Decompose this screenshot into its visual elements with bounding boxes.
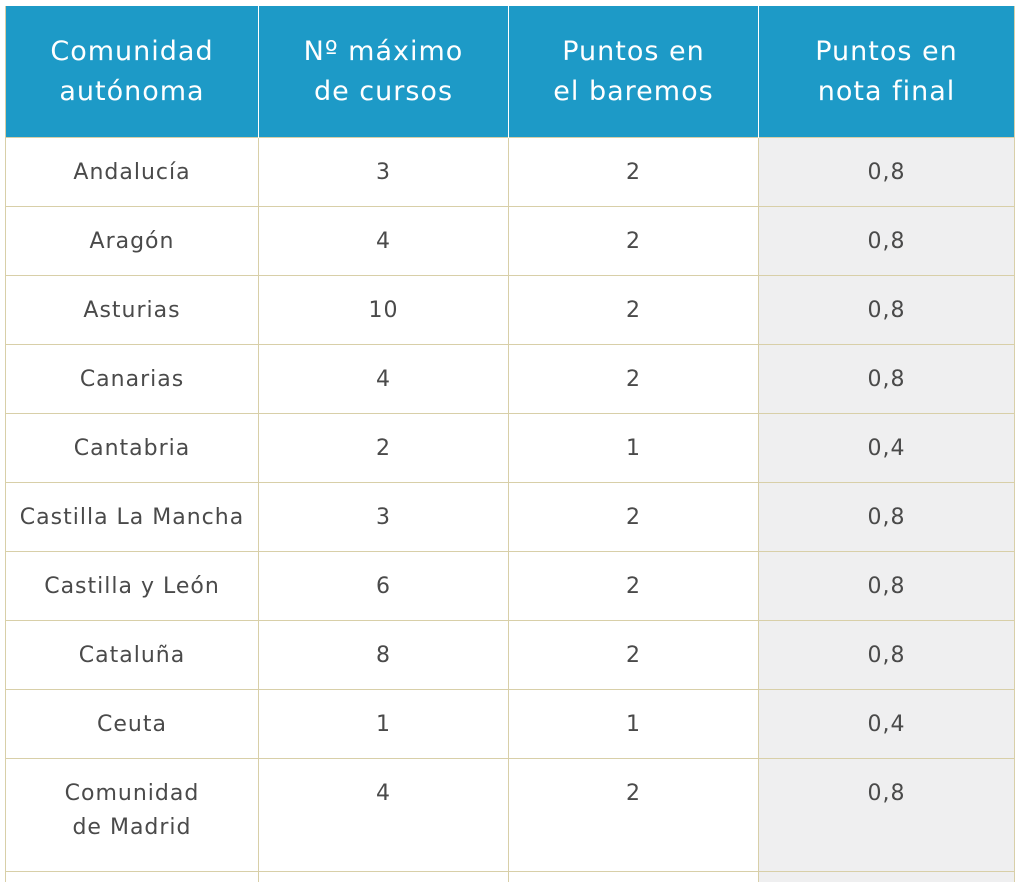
cell-puntos-baremos: 2 xyxy=(509,483,759,552)
table-row: Asturias 10 2 0,8 xyxy=(6,276,1015,345)
cell-comunidad: Castilla y León xyxy=(6,552,259,621)
header-label: Comunidad autónoma xyxy=(50,32,213,112)
cell-max-cursos: 8 xyxy=(259,621,509,690)
table-row-partial xyxy=(6,872,1015,882)
cell-max-cursos: 6 xyxy=(259,552,509,621)
cell-puntos-nota: 0,8 xyxy=(759,345,1015,414)
cell-puntos-nota: 0,8 xyxy=(759,759,1015,872)
cell-comunidad-text: Comunidad de Madrid xyxy=(65,777,200,845)
cell-empty xyxy=(759,872,1015,882)
header-label: Puntos en nota final xyxy=(815,32,958,112)
cell-comunidad: Canarias xyxy=(6,345,259,414)
cell-comunidad: Comunidad de Madrid xyxy=(6,759,259,872)
cell-max-cursos: 10 xyxy=(259,276,509,345)
table-row: Comunidad de Madrid 4 2 0,8 xyxy=(6,759,1015,872)
cell-puntos-nota: 0,4 xyxy=(759,690,1015,759)
cell-max-cursos: 4 xyxy=(259,345,509,414)
table-row: Cataluña 8 2 0,8 xyxy=(6,621,1015,690)
table-row: Andalucía 3 2 0,8 xyxy=(6,138,1015,207)
cell-puntos-baremos: 2 xyxy=(509,759,759,872)
cell-comunidad: Castilla La Mancha xyxy=(6,483,259,552)
cell-comunidad: Cataluña xyxy=(6,621,259,690)
cell-puntos-baremos: 2 xyxy=(509,345,759,414)
cell-puntos-baremos: 2 xyxy=(509,138,759,207)
cell-max-cursos: 3 xyxy=(259,138,509,207)
cell-max-cursos: 4 xyxy=(259,759,509,872)
cell-empty xyxy=(6,872,259,882)
header-max-cursos: Nº máximo de cursos xyxy=(259,6,509,138)
cell-max-cursos: 3 xyxy=(259,483,509,552)
cell-empty xyxy=(259,872,509,882)
cell-puntos-baremos: 2 xyxy=(509,207,759,276)
cell-comunidad: Aragón xyxy=(6,207,259,276)
cell-puntos-baremos: 2 xyxy=(509,552,759,621)
cell-puntos-nota: 0,8 xyxy=(759,207,1015,276)
cell-max-cursos: 4 xyxy=(259,207,509,276)
table-row: Cantabria 2 1 0,4 xyxy=(6,414,1015,483)
cell-puntos-baremos: 2 xyxy=(509,276,759,345)
cell-puntos-baremos: 1 xyxy=(509,414,759,483)
cell-empty xyxy=(509,872,759,882)
cell-puntos-nota: 0,8 xyxy=(759,138,1015,207)
cell-puntos-nota: 0,8 xyxy=(759,621,1015,690)
cell-puntos-baremos: 2 xyxy=(509,621,759,690)
header-label: Puntos en el baremos xyxy=(553,32,713,112)
header-label: Nº máximo de cursos xyxy=(304,32,464,112)
table-row: Aragón 4 2 0,8 xyxy=(6,207,1015,276)
cell-puntos-baremos: 1 xyxy=(509,690,759,759)
header-puntos-baremos: Puntos en el baremos xyxy=(509,6,759,138)
cell-comunidad: Ceuta xyxy=(6,690,259,759)
cell-max-cursos: 2 xyxy=(259,414,509,483)
courses-table: Comunidad autónoma Nº máximo de cursos P… xyxy=(5,6,1015,882)
cell-comunidad: Asturias xyxy=(6,276,259,345)
cell-comunidad: Andalucía xyxy=(6,138,259,207)
table-row: Ceuta 1 1 0,4 xyxy=(6,690,1015,759)
header-puntos-nota: Puntos en nota final xyxy=(759,6,1015,138)
cell-puntos-nota: 0,8 xyxy=(759,552,1015,621)
cell-max-cursos: 1 xyxy=(259,690,509,759)
table-row: Castilla La Mancha 3 2 0,8 xyxy=(6,483,1015,552)
cell-comunidad: Cantabria xyxy=(6,414,259,483)
header-comunidad: Comunidad autónoma xyxy=(6,6,259,138)
table-row: Canarias 4 2 0,8 xyxy=(6,345,1015,414)
cell-puntos-nota: 0,4 xyxy=(759,414,1015,483)
table-header-row: Comunidad autónoma Nº máximo de cursos P… xyxy=(6,6,1015,138)
table-row: Castilla y León 6 2 0,8 xyxy=(6,552,1015,621)
cell-puntos-nota: 0,8 xyxy=(759,276,1015,345)
cell-puntos-nota: 0,8 xyxy=(759,483,1015,552)
